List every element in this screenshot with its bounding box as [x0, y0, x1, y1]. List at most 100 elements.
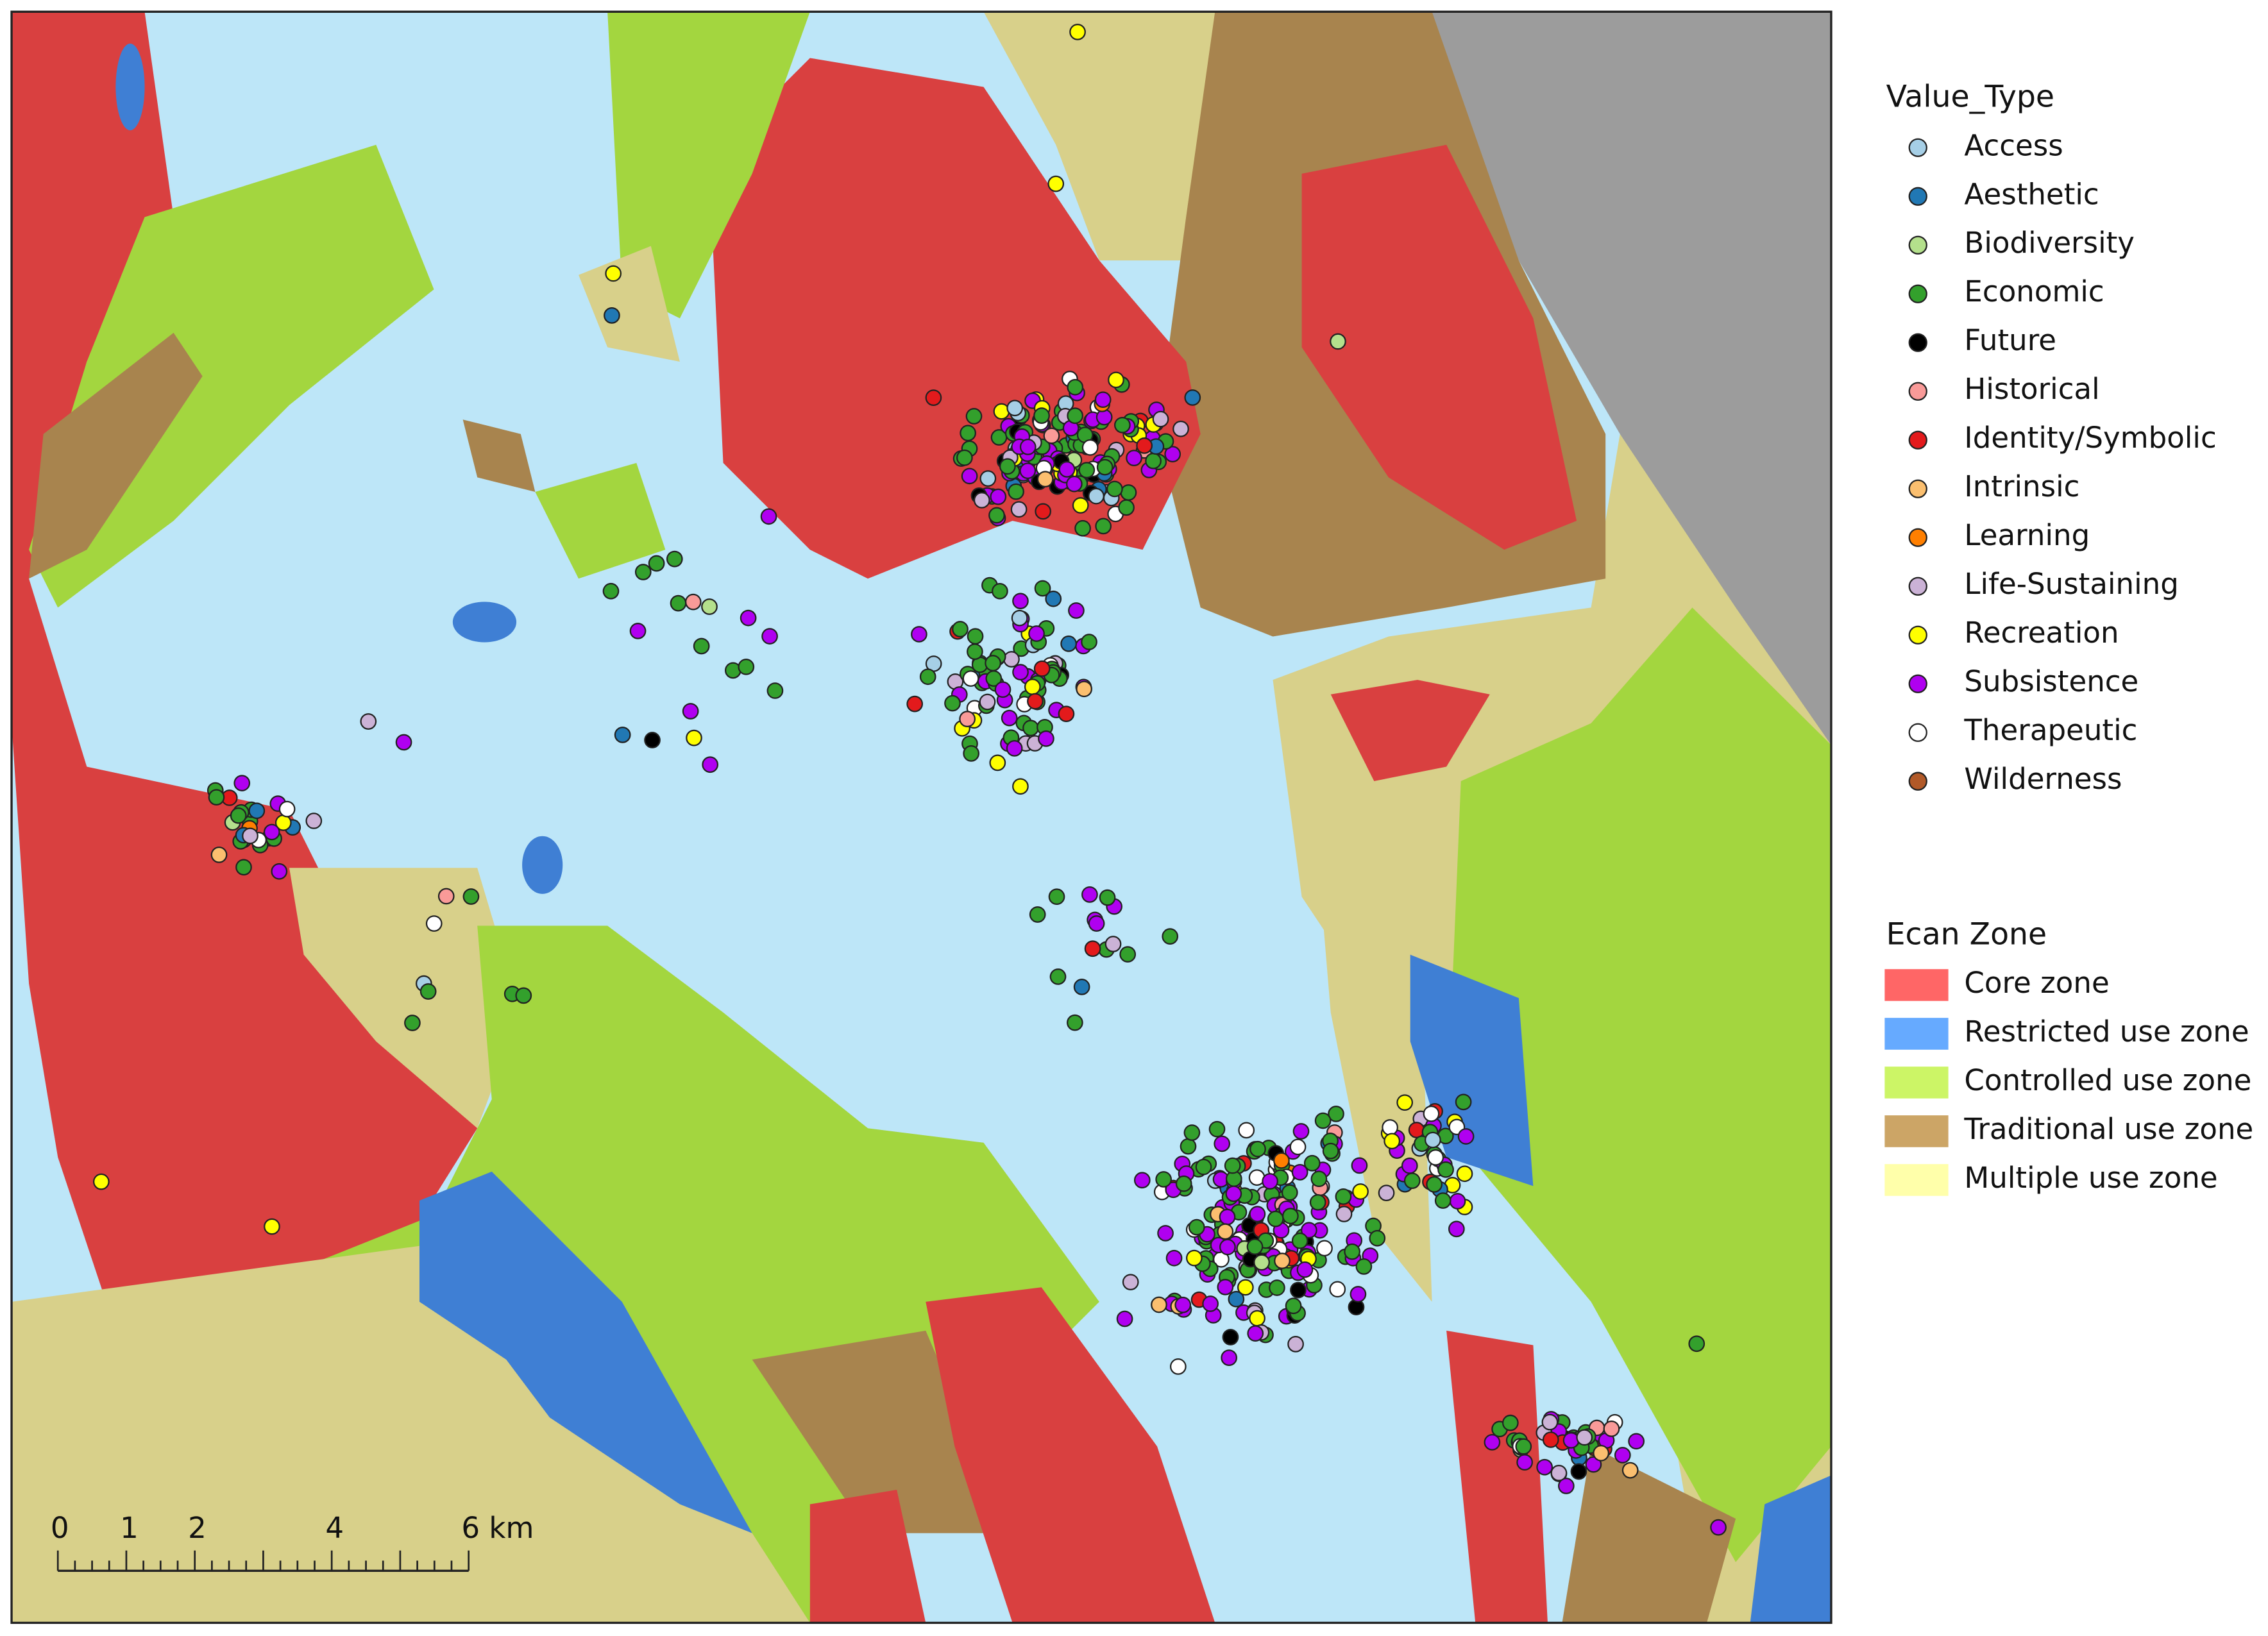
value-point [233, 775, 251, 791]
value-point [1011, 609, 1028, 627]
zone-controlled [29, 144, 434, 608]
value-point [1035, 503, 1052, 520]
value-point [740, 609, 757, 627]
value-point [614, 727, 631, 743]
value-point [1094, 391, 1112, 409]
value-point [1095, 518, 1112, 535]
zone-restricted [419, 1171, 752, 1533]
value-point [1396, 1094, 1414, 1111]
legend-label: Wilderness [1964, 762, 2122, 796]
value-point [1585, 1456, 1602, 1473]
value-point [1096, 459, 1113, 476]
value-point [1502, 1414, 1519, 1431]
value-point [1285, 1297, 1302, 1315]
value-point [1292, 1123, 1310, 1140]
value-point [1287, 1336, 1304, 1353]
value-point [271, 863, 288, 880]
value-point [1034, 580, 1051, 597]
value-point [1369, 1229, 1386, 1247]
value-point [985, 655, 1001, 671]
value-point [911, 626, 927, 643]
value-point [1378, 1185, 1395, 1201]
value-point [1012, 664, 1029, 680]
value-point [1072, 497, 1089, 514]
value-point [1049, 968, 1067, 985]
legend-title: Ecan Zone [1886, 916, 2047, 952]
value-point [1335, 1188, 1352, 1205]
value-point [644, 732, 661, 748]
value-point [1033, 407, 1050, 425]
value-point [1628, 1433, 1645, 1450]
value-point [1576, 1429, 1593, 1446]
value-point [1012, 593, 1029, 610]
value-point [1188, 1219, 1205, 1236]
value-point [961, 468, 978, 485]
value-point [1316, 1240, 1333, 1257]
value-point [1274, 1252, 1291, 1269]
zone-controlled [607, 12, 810, 319]
value-point [962, 670, 979, 687]
value-point [1515, 1438, 1532, 1455]
value-point [738, 658, 755, 675]
value-point [1172, 420, 1189, 437]
zone-core [1446, 1330, 1548, 1623]
value-point [1350, 1286, 1367, 1303]
legend-symbol [1908, 382, 1927, 401]
value-point [1614, 1447, 1631, 1463]
value-point [1328, 1106, 1344, 1122]
value-point [1081, 886, 1098, 903]
value-point [1382, 1119, 1398, 1136]
value-point [960, 425, 976, 442]
value-point [1296, 1261, 1314, 1278]
value-point [1008, 483, 1024, 500]
value-point [1225, 1185, 1242, 1202]
value-point [230, 807, 247, 824]
value-point [702, 756, 719, 773]
value-point [684, 593, 702, 611]
value-point [1151, 1296, 1167, 1313]
value-point [1076, 680, 1093, 698]
zone-core [926, 1287, 1215, 1623]
value-point [959, 711, 976, 727]
legend-title: Value_Type [1886, 80, 2054, 115]
value-point [682, 703, 699, 720]
legend-swatch [1884, 1115, 1949, 1147]
value-point [1006, 740, 1023, 757]
legend-symbol [1908, 479, 1927, 498]
legend-symbol [1908, 528, 1927, 547]
value-point [1384, 1133, 1401, 1150]
zone-multiple [579, 246, 680, 362]
value-point [602, 582, 620, 600]
value-point [919, 668, 936, 686]
value-point [1169, 1358, 1187, 1375]
value-point [1484, 1434, 1501, 1451]
value-point [1303, 1154, 1321, 1172]
value-point [1183, 1124, 1201, 1142]
value-point [1310, 1170, 1328, 1188]
value-point [1195, 1158, 1212, 1176]
value-point [1045, 590, 1062, 607]
value-point [1078, 462, 1096, 478]
scale-label: 4 [325, 1511, 344, 1545]
value-point [1114, 416, 1131, 434]
value-point [648, 555, 665, 572]
value-point [1224, 1157, 1241, 1174]
scale-label: 6 km [461, 1511, 534, 1545]
value-point [1058, 705, 1075, 723]
value-point [979, 470, 997, 487]
value-point [992, 582, 1008, 600]
value-point [1024, 679, 1041, 695]
value-point [956, 449, 973, 466]
value-point [666, 550, 683, 568]
legend-symbol [1908, 674, 1927, 693]
zone-multiple [289, 868, 521, 1129]
value-point [1562, 1432, 1580, 1449]
legend-label: Controlled use zone [1964, 1063, 2251, 1097]
value-point [235, 859, 252, 876]
value-point [1335, 1206, 1353, 1222]
value-point [1066, 475, 1083, 493]
value-point [1074, 519, 1091, 537]
value-point [1029, 906, 1046, 923]
value-point [1184, 389, 1201, 406]
